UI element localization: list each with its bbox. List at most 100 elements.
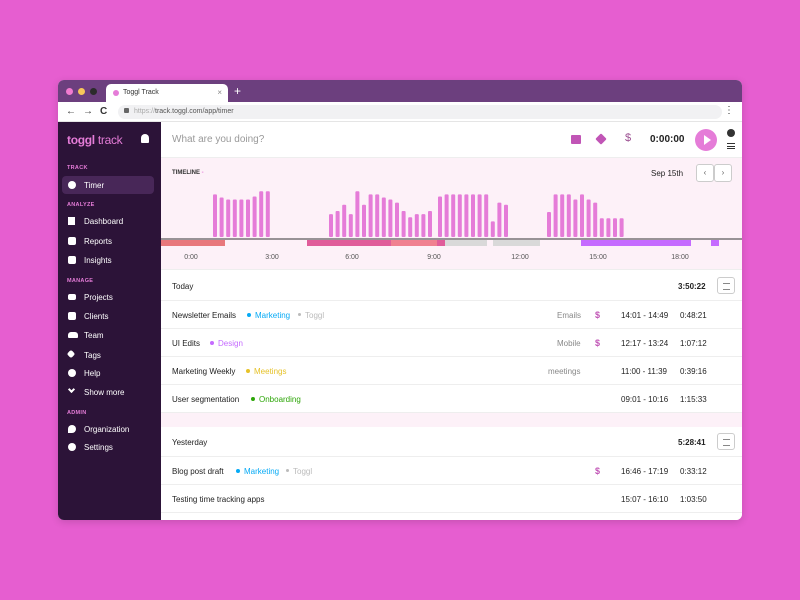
timer-mode-icon[interactable] xyxy=(727,129,735,137)
billable-icon[interactable]: $ xyxy=(595,338,601,348)
timeline-entry-segment[interactable] xyxy=(437,240,451,246)
time-entry-row[interactable]: Testing time tracking apps 15:07 - 16:10… xyxy=(161,485,742,513)
activity-bar xyxy=(388,199,393,237)
billable-icon[interactable]: $ xyxy=(595,310,601,320)
time-entry-row[interactable]: Marketing Weekly Meetings meetings 11:00… xyxy=(161,357,742,385)
entry-description[interactable]: UI Edits xyxy=(172,339,201,348)
timeline-entry-segment[interactable] xyxy=(391,240,437,246)
new-tab-button[interactable]: + xyxy=(234,84,242,98)
entry-duration[interactable]: 1:15:33 xyxy=(680,395,707,404)
entry-time-range[interactable]: 09:01 - 10:16 xyxy=(621,395,669,404)
entry-project[interactable]: Meetings xyxy=(246,367,286,376)
sidebar-item-team[interactable]: Team xyxy=(62,326,211,344)
entry-description[interactable]: Newsletter Emails xyxy=(172,311,237,320)
start-timer-button[interactable] xyxy=(695,129,717,151)
section-manage: MANAGE xyxy=(67,278,94,284)
sidebar-item-insights[interactable]: Insights xyxy=(62,251,211,269)
entry-project[interactable]: Onboarding xyxy=(251,395,301,404)
maximize-window-icon[interactable] xyxy=(90,88,97,95)
entry-duration[interactable]: 1:07:12 xyxy=(680,339,707,348)
client-icon xyxy=(68,312,76,320)
sidebar-item-help[interactable]: Help xyxy=(62,364,211,382)
timeline-entry-segment[interactable] xyxy=(307,240,391,246)
sidebar-item-timer[interactable]: Timer xyxy=(62,176,154,194)
entry-duration[interactable]: 0:33:12 xyxy=(680,467,707,476)
url-text: track.toggl.com/app/timer xyxy=(155,108,234,115)
activity-bar xyxy=(477,194,482,237)
entry-project[interactable]: Marketing xyxy=(236,467,279,476)
bulk-edit-button[interactable] xyxy=(717,433,735,450)
reload-icon[interactable]: C xyxy=(100,106,108,117)
bell-icon[interactable] xyxy=(141,134,149,143)
entry-description[interactable]: Blog post draft xyxy=(172,467,224,476)
sidebar-item-label: Timer xyxy=(84,181,105,190)
description-input[interactable]: What are you doing? xyxy=(172,134,265,145)
sidebar-item-reports[interactable]: Reports xyxy=(62,232,211,250)
entry-duration[interactable]: 1:03:50 xyxy=(680,495,707,504)
entry-project[interactable]: Marketing xyxy=(247,311,290,320)
project-dot-icon xyxy=(246,368,250,373)
forward-arrow-icon[interactable]: → xyxy=(83,106,93,117)
bulk-edit-button[interactable] xyxy=(717,277,735,294)
folder-icon xyxy=(68,294,76,300)
timeline-entry-segment[interactable] xyxy=(161,240,225,246)
activity-bar xyxy=(408,217,413,237)
prev-day-button[interactable]: ‹ xyxy=(696,164,714,182)
sidebar-item-projects[interactable]: Projects xyxy=(62,288,211,306)
activity-bar xyxy=(606,218,611,237)
entry-time-range[interactable]: 15:07 - 16:10 xyxy=(621,495,669,504)
billable-icon[interactable]: $ xyxy=(625,132,632,144)
minimize-window-icon[interactable] xyxy=(78,88,85,95)
insights-icon xyxy=(68,256,76,264)
entry-description[interactable]: User segmentation xyxy=(172,395,240,404)
close-window-icon[interactable] xyxy=(66,88,73,95)
entry-time-range[interactable]: 16:46 - 17:19 xyxy=(621,467,669,476)
folder-icon[interactable] xyxy=(571,135,581,144)
entry-time-range[interactable]: 14:01 - 14:49 xyxy=(621,311,669,320)
url-field[interactable]: https://track.toggl.com/app/timer xyxy=(118,105,722,119)
entry-project[interactable]: Design xyxy=(210,339,243,348)
entry-time-range[interactable]: 11:00 - 11:39 xyxy=(621,367,667,376)
sidebar-item-organization[interactable]: Organization xyxy=(62,420,211,438)
entry-duration[interactable]: 0:39:16 xyxy=(680,367,707,376)
sidebar-item-tags[interactable]: Tags xyxy=(62,346,211,364)
browser-tab[interactable]: Toggl Track × xyxy=(106,84,228,102)
sidebar-item-settings[interactable]: Settings xyxy=(62,438,211,456)
entry-time-range[interactable]: 12:17 - 13:24 xyxy=(621,339,669,348)
entry-description[interactable]: Marketing Weekly xyxy=(172,367,236,376)
sidebar-item-show-more[interactable]: Show more xyxy=(62,383,211,401)
close-tab-icon[interactable]: × xyxy=(217,88,222,97)
entry-description[interactable]: Testing time tracking apps xyxy=(172,495,265,504)
time-entry-row[interactable]: UI Edits Design Mobile $ 12:17 - 13:24 1… xyxy=(161,329,742,357)
hour-label: 6:00 xyxy=(345,254,359,261)
timeline-entry-segment[interactable] xyxy=(711,240,719,246)
browser-tab-title: Toggl Track xyxy=(123,89,159,96)
tag-icon[interactable] xyxy=(595,133,607,145)
sidebar-item-clients[interactable]: Clients xyxy=(62,307,211,325)
entry-tag[interactable]: Emails xyxy=(557,311,582,320)
browser-menu-icon[interactable]: ⋮ xyxy=(724,105,734,116)
activity-bar xyxy=(375,194,380,237)
section-track: TRACK xyxy=(67,165,88,171)
entry-tag[interactable]: Mobile xyxy=(557,339,581,348)
time-entry-row[interactable]: Newsletter Emails Marketing Toggl Emails… xyxy=(161,301,742,329)
time-entry-row[interactable]: User segmentation Onboarding 09:01 - 10:… xyxy=(161,385,742,413)
entry-duration[interactable]: 0:48:21 xyxy=(680,311,707,320)
next-day-button[interactable]: › xyxy=(714,164,732,182)
hour-label: 12:00 xyxy=(511,254,529,261)
sidebar-item-dashboard[interactable]: Dashboard xyxy=(62,212,211,230)
entry-tag[interactable]: meetings xyxy=(548,367,581,376)
back-arrow-icon[interactable]: ← xyxy=(66,106,76,117)
time-entry-row[interactable]: Blog post draft Marketing Toggl $ 16:46 … xyxy=(161,457,742,485)
sidebar-item-label: Show more xyxy=(84,388,125,397)
timeline-entry-segment[interactable] xyxy=(581,240,691,246)
toggl-track-logo[interactable]: toggl track xyxy=(67,133,123,147)
activity-bar xyxy=(451,194,456,237)
billable-icon[interactable]: $ xyxy=(595,466,601,476)
timeline-entry-segment[interactable] xyxy=(445,240,487,246)
manual-mode-icon[interactable] xyxy=(727,143,735,149)
activity-bar xyxy=(259,191,264,237)
timeline-entry-segment[interactable] xyxy=(493,240,540,246)
bar-chart-icon xyxy=(68,217,75,225)
sidebar-item-label: Reports xyxy=(84,237,113,246)
